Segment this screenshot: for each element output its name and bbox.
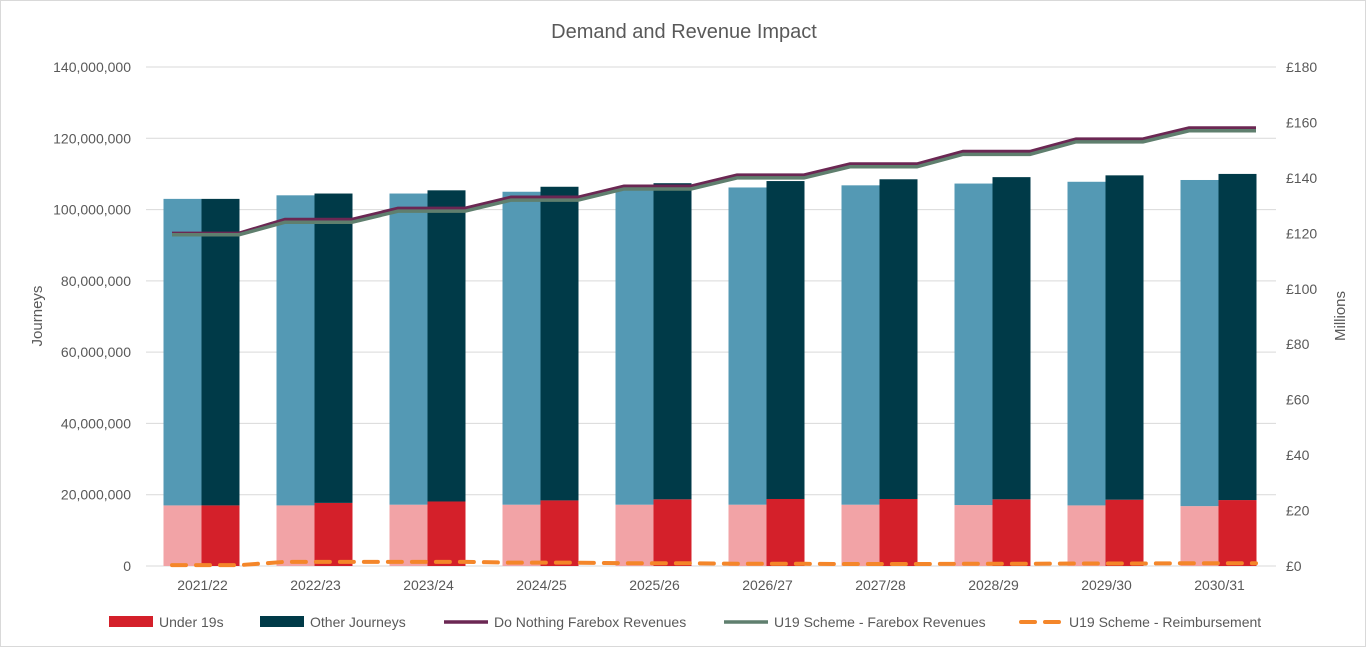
x-tick-label: 2024/25 (516, 577, 567, 593)
bar-baseline-other (389, 193, 428, 505)
bar-baseline-other (615, 189, 654, 505)
right-tick-label: £140 (1286, 170, 1317, 186)
series-line-u19-scheme-farebox-revenues (172, 129, 1256, 237)
bar-baseline-under19 (389, 504, 428, 566)
series-line-do-nothing-farebox-revenues (172, 126, 1256, 236)
bar-baseline-other (502, 191, 541, 505)
right-tick-label: £60 (1286, 392, 1310, 408)
left-tick-label: 40,000,000 (61, 415, 131, 431)
bar-baseline-under19 (276, 505, 315, 566)
x-tick-label: 2023/24 (403, 577, 454, 593)
legend-label: U19 Scheme - Reimbursement (1069, 614, 1261, 630)
x-tick-label: 2029/30 (1081, 577, 1132, 593)
chart-title: Demand and Revenue Impact (551, 21, 817, 43)
legend: Under 19s Other Journeys Do Nothing Farebo… (109, 614, 1261, 630)
bar-other-journeys (540, 186, 579, 501)
bar-baseline-under19 (1180, 506, 1219, 566)
x-tick-label: 2028/29 (968, 577, 1019, 593)
bar-baseline-other (1180, 179, 1219, 507)
bar-under19 (653, 499, 692, 566)
bar-baseline-under19 (954, 505, 993, 566)
x-tick-label: 2027/28 (855, 577, 906, 593)
bar-baseline-other (728, 187, 767, 505)
bar-baseline-other (841, 185, 880, 505)
bar-baseline-other (276, 195, 315, 506)
right-axis-label: Millions (1332, 291, 1349, 341)
legend-label: U19 Scheme - Farebox Revenues (774, 614, 986, 630)
bar-under19 (992, 499, 1031, 566)
right-tick-label: £100 (1286, 281, 1317, 297)
x-tick-label: 2021/22 (177, 577, 228, 593)
bar-under19 (540, 500, 579, 566)
x-axis-categories: 2021/22 2022/23 2023/24 2024/25 2025/26 2026/… (177, 577, 1245, 593)
x-tick-label: 2022/23 (290, 577, 341, 593)
bar-under19 (879, 498, 918, 566)
right-tick-label: £40 (1286, 447, 1310, 463)
bar-other-journeys (766, 181, 805, 499)
bar-baseline-other (954, 183, 993, 506)
bar-other-journeys (1105, 175, 1144, 500)
bar-baseline-under19 (1067, 505, 1106, 566)
bar-baseline-other (163, 198, 202, 506)
left-tick-label: 0 (123, 558, 131, 574)
left-axis-ticks: 0 20,000,000 40,000,000 60,000,000 80,000,00… (53, 59, 131, 574)
legend-swatch (260, 616, 304, 627)
right-tick-label: £160 (1286, 114, 1317, 130)
bar-baseline-under19 (615, 504, 654, 566)
bar-other-journeys (879, 179, 918, 499)
left-tick-label: 120,000,000 (53, 130, 131, 146)
lines-group (170, 126, 1258, 568)
bar-other-journeys (427, 190, 466, 502)
bar-under19 (1105, 499, 1144, 566)
left-axis-label: Journeys (29, 286, 46, 347)
right-tick-label: £80 (1286, 336, 1310, 352)
bar-under19 (314, 502, 353, 566)
left-tick-label: 100,000,000 (53, 202, 131, 218)
left-tick-label: 80,000,000 (61, 273, 131, 289)
right-tick-label: £20 (1286, 503, 1310, 519)
left-tick-label: 20,000,000 (61, 487, 131, 503)
bar-under19 (427, 501, 466, 566)
bar-baseline-under19 (841, 504, 880, 566)
bar-other-journeys (314, 193, 353, 503)
right-tick-label: £180 (1286, 59, 1317, 75)
x-tick-label: 2026/27 (742, 577, 793, 593)
legend-swatch (109, 616, 153, 627)
x-tick-label: 2030/31 (1194, 577, 1245, 593)
bar-other-journeys (201, 198, 240, 506)
bar-under19 (1218, 500, 1257, 566)
left-tick-label: 60,000,000 (61, 344, 131, 360)
right-tick-label: £120 (1286, 225, 1317, 241)
legend-label: Under 19s (159, 614, 224, 630)
bar-under19 (766, 498, 805, 566)
bar-baseline-other (1067, 181, 1106, 506)
x-tick-label: 2025/26 (629, 577, 680, 593)
legend-label: Do Nothing Farebox Revenues (494, 614, 686, 630)
bar-baseline-under19 (163, 505, 202, 566)
left-tick-label: 140,000,000 (53, 59, 131, 75)
bars-group (163, 173, 1257, 566)
series-line-u19-scheme-reimbursement (170, 559, 1258, 568)
bar-other-journeys (653, 183, 692, 500)
bar-baseline-under19 (502, 504, 541, 566)
bar-other-journeys (992, 177, 1031, 500)
bar-under19 (201, 505, 240, 566)
bar-baseline-under19 (728, 504, 767, 566)
right-axis-ticks: £0 £20 £40 £60 £80 £100 £120 £140 £160 £180 (1286, 59, 1317, 574)
right-tick-label: £0 (1286, 558, 1302, 574)
bar-other-journeys (1218, 173, 1257, 501)
legend-label: Other Journeys (310, 614, 406, 630)
